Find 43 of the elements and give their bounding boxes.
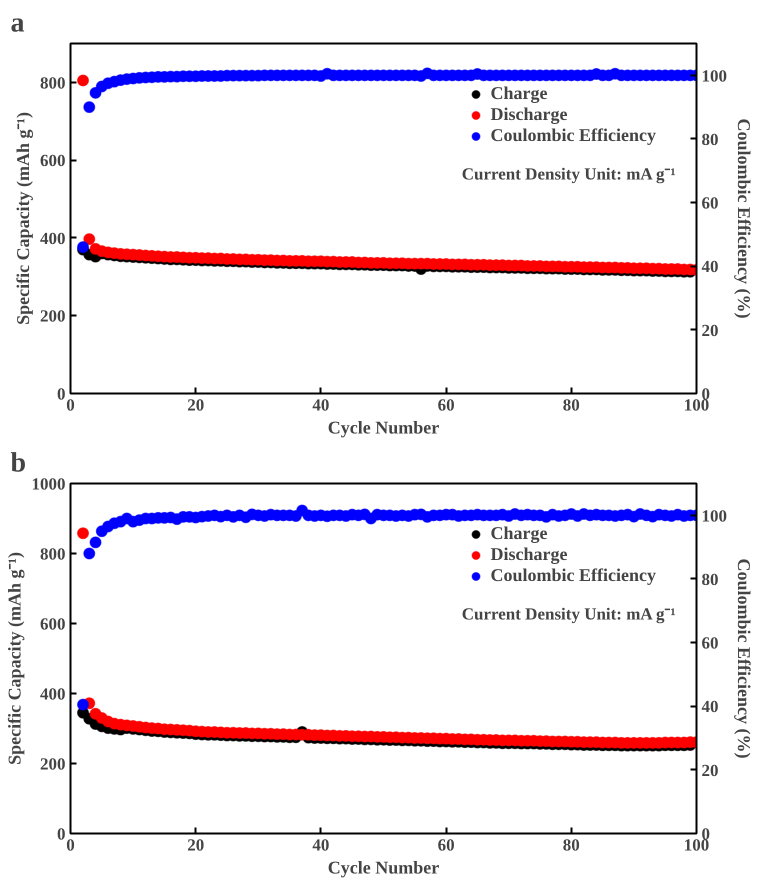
y-tick-label: 400 xyxy=(40,228,66,248)
legend-label: Coulombic Efficiency xyxy=(490,565,656,586)
chart-title: b xyxy=(10,448,26,478)
y2-axis-title: Coulombic Efficiency (%) xyxy=(734,558,754,758)
x-tick-label: 80 xyxy=(562,836,580,854)
y2-tick-label: 40 xyxy=(702,257,718,276)
y2-tick-label: 40 xyxy=(702,697,718,716)
annotation: Current Density Unit: mA g⁻¹ xyxy=(462,604,676,624)
y-tick-label: 1000 xyxy=(32,474,66,494)
legend-label: Discharge xyxy=(490,104,568,125)
y2-tick-label: 60 xyxy=(702,634,718,653)
x-axis-title: Cycle Number xyxy=(328,858,440,878)
x-axis-title: Cycle Number xyxy=(328,418,440,438)
legend-label: Charge xyxy=(490,523,548,544)
y2-tick-label: 60 xyxy=(702,194,718,213)
y2-tick-label: 100 xyxy=(702,506,727,526)
x-tick-label: 60 xyxy=(438,836,455,854)
y-axis-title: Specific Capacity (mAh g⁻¹) xyxy=(13,112,33,325)
annotation: Current Density Unit: mA g⁻¹ xyxy=(462,164,676,184)
y-axis-title: Specific Capacity (mAh g⁻¹) xyxy=(4,552,24,765)
legend-label: Coulombic Efficiency xyxy=(490,125,656,146)
y-tick-label: 800 xyxy=(40,544,66,564)
x-tick-label: 40 xyxy=(312,396,330,414)
x-tick-label: 20 xyxy=(187,396,204,414)
y-tick-label: 800 xyxy=(40,73,66,92)
y-tick-label: 600 xyxy=(40,151,66,170)
y2-tick-label: 20 xyxy=(702,760,718,780)
y2-tick-label: 100 xyxy=(702,66,727,86)
x-tick-label: 80 xyxy=(562,396,580,414)
y2-tick-label: 20 xyxy=(702,320,718,340)
x-tick-label: 40 xyxy=(312,836,330,854)
legend-label: Charge xyxy=(490,83,548,104)
y-tick-label: 600 xyxy=(40,614,66,634)
chart-title: a xyxy=(10,8,24,38)
y-tick-label: 400 xyxy=(40,684,66,704)
legend-label: Discharge xyxy=(490,544,568,565)
y-tick-label: 200 xyxy=(40,754,66,774)
y2-tick-label: 80 xyxy=(702,570,718,589)
y2-tick-label: 80 xyxy=(702,130,718,149)
y-tick-label: 200 xyxy=(40,306,66,326)
y2-axis-title: Coulombic Efficiency (%) xyxy=(734,118,754,318)
x-tick-label: 60 xyxy=(438,396,455,414)
x-tick-label: 20 xyxy=(187,836,204,854)
